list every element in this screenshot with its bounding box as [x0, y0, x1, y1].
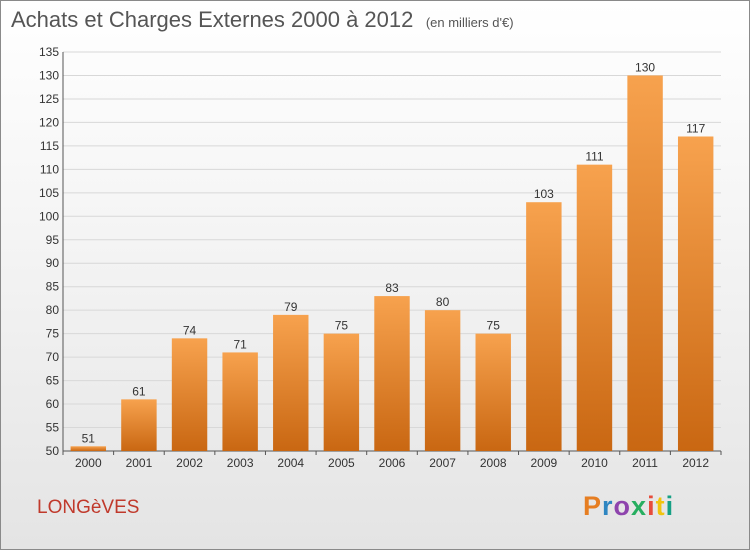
y-tick-label: 105	[39, 186, 59, 200]
y-tick-label: 110	[40, 162, 59, 176]
bar-2011	[627, 75, 663, 452]
bar-2003	[222, 352, 258, 451]
y-tick-label: 95	[46, 233, 60, 247]
data-label-2010: 111	[585, 150, 604, 164]
y-tick-label: 65	[46, 374, 60, 388]
y-tick-label: 115	[40, 139, 59, 153]
y-tick-label: 130	[39, 68, 59, 82]
data-label-2008: 75	[487, 319, 501, 333]
y-tick-label: 60	[46, 397, 60, 411]
y-tick-label: 55	[46, 421, 60, 435]
x-tick-label-2009: 2009	[530, 456, 557, 470]
data-label-2006: 83	[385, 281, 399, 295]
x-tick-label-2011: 2011	[632, 456, 658, 470]
brand-letter: i	[647, 491, 656, 521]
data-label-2009: 103	[534, 187, 554, 201]
y-tick-label: 120	[39, 115, 59, 129]
data-label-2007: 80	[436, 295, 450, 309]
x-tick-label-2010: 2010	[581, 456, 608, 470]
y-tick-label: 50	[46, 444, 60, 458]
data-label-2004: 79	[284, 300, 298, 314]
data-label-2001: 61	[132, 384, 146, 398]
brand-letter: t	[655, 491, 666, 521]
x-tick-label-2004: 2004	[277, 456, 304, 470]
data-label-2002: 74	[183, 323, 197, 337]
y-tick-label: 85	[46, 280, 60, 294]
bar-2000	[70, 446, 107, 451]
proxiti-logo: Proxiti	[583, 491, 674, 522]
data-label-2012: 117	[686, 121, 705, 135]
y-tick-label: 135	[39, 45, 59, 59]
chart-subtitle: (en milliers d'€)	[425, 15, 514, 30]
bar-2012	[677, 136, 714, 451]
x-tick-label-2006: 2006	[379, 456, 406, 470]
y-tick-label: 75	[46, 327, 60, 341]
brand-letter: x	[631, 491, 648, 521]
bar-2010	[576, 164, 613, 452]
x-tick-label-2000: 2000	[75, 456, 102, 470]
bar-2004	[273, 314, 309, 451]
data-label-2003: 71	[233, 337, 247, 351]
bar-2005	[323, 333, 360, 451]
chart-title: Achats et Charges Externes 2000 à 2012	[11, 7, 414, 32]
x-tick-label-2008: 2008	[480, 456, 507, 470]
y-tick-label: 80	[46, 303, 60, 317]
y-tick-label: 100	[39, 209, 59, 223]
x-tick-label-2002: 2002	[176, 456, 203, 470]
bar-2002	[171, 338, 208, 451]
y-tick-label: 90	[46, 256, 60, 270]
brand-letter: i	[665, 491, 675, 521]
x-tick-label-2007: 2007	[429, 456, 456, 470]
bar-2001	[121, 399, 157, 451]
bar-2008	[475, 333, 511, 451]
data-label-2011: 130	[635, 60, 655, 74]
bar-2007	[424, 310, 461, 451]
x-tick-label-2012: 2012	[682, 456, 709, 470]
x-tick-label-2003: 2003	[227, 456, 254, 470]
data-label-2005: 75	[335, 319, 349, 333]
y-tick-label: 70	[46, 350, 60, 364]
brand-letter: P	[583, 491, 603, 521]
y-tick-label: 125	[39, 92, 59, 106]
brand-letter: r	[602, 491, 614, 521]
brand-letter: o	[613, 491, 632, 521]
bar-2009	[526, 202, 562, 451]
bar-2006	[374, 296, 410, 451]
x-tick-label-2001: 2001	[126, 456, 153, 470]
commune-name: LONGèVES	[37, 497, 140, 518]
x-tick-label-2005: 2005	[328, 456, 355, 470]
data-label-2000: 51	[82, 431, 96, 445]
title-row: Achats et Charges Externes 2000 à 2012 (…	[11, 7, 514, 33]
